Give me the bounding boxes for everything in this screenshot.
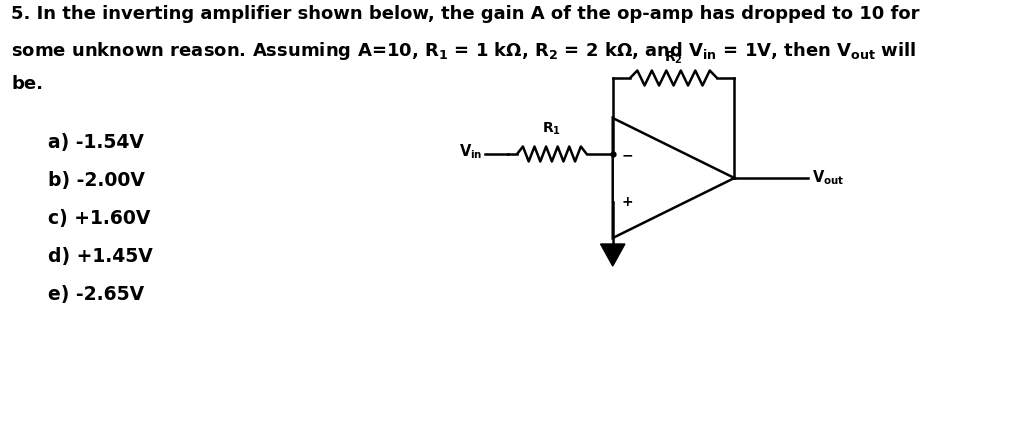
Text: d) +1.45V: d) +1.45V [48,247,152,266]
Text: 5. In the inverting amplifier shown below, the gain A of the op-amp has dropped : 5. In the inverting amplifier shown belo… [11,5,920,23]
Text: $\mathbf{R_1}$: $\mathbf{R_1}$ [542,121,562,137]
Text: a) -1.54V: a) -1.54V [48,133,144,152]
Text: $\mathbf{V_{in}}$: $\mathbf{V_{in}}$ [459,142,483,162]
Text: some unknown reason. Assuming A=10, $\mathbf{R_1}$ = 1 k$\mathbf{\Omega}$, $\mat: some unknown reason. Assuming A=10, $\ma… [11,40,917,62]
Text: e) -2.65V: e) -2.65V [48,285,144,304]
Text: $\mathbf{V_{out}}$: $\mathbf{V_{out}}$ [812,168,845,187]
Text: c) +1.60V: c) +1.60V [48,209,150,228]
Text: b) -2.00V: b) -2.00V [48,171,145,190]
Text: $\mathbf{R_2}$: $\mathbf{R_2}$ [664,50,682,66]
Polygon shape [600,244,625,266]
Text: $\mathbf{+}$: $\mathbf{+}$ [622,195,634,209]
Text: be.: be. [11,75,44,93]
Text: $\mathbf{-}$: $\mathbf{-}$ [622,147,634,161]
